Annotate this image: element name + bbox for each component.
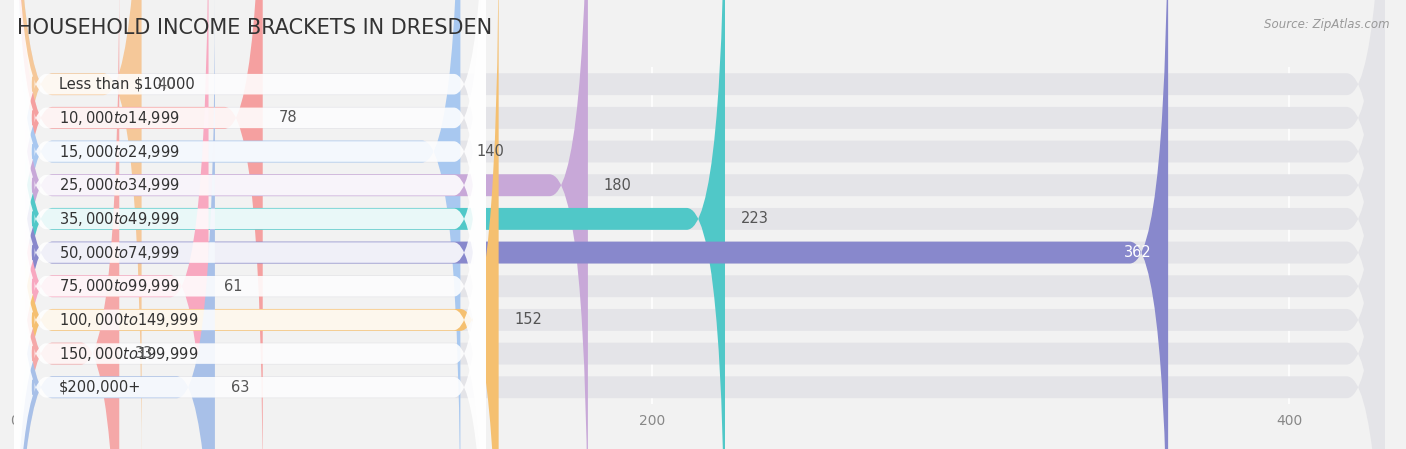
FancyBboxPatch shape [14, 0, 725, 449]
FancyBboxPatch shape [14, 0, 486, 449]
Text: $200,000+: $200,000+ [59, 380, 141, 395]
Text: 152: 152 [515, 313, 543, 327]
FancyBboxPatch shape [14, 0, 1385, 449]
FancyBboxPatch shape [14, 0, 1385, 449]
FancyBboxPatch shape [14, 0, 263, 449]
Text: 362: 362 [1125, 245, 1152, 260]
FancyBboxPatch shape [14, 0, 460, 449]
FancyBboxPatch shape [14, 0, 1385, 449]
Text: 33: 33 [135, 346, 153, 361]
Text: 40: 40 [157, 77, 176, 92]
FancyBboxPatch shape [14, 0, 486, 449]
Text: $100,000 to $149,999: $100,000 to $149,999 [59, 311, 198, 329]
Text: $50,000 to $74,999: $50,000 to $74,999 [59, 243, 180, 262]
Text: $15,000 to $24,999: $15,000 to $24,999 [59, 142, 180, 161]
FancyBboxPatch shape [14, 27, 486, 449]
FancyBboxPatch shape [14, 0, 486, 449]
FancyBboxPatch shape [14, 0, 208, 449]
Text: $35,000 to $49,999: $35,000 to $49,999 [59, 210, 180, 228]
FancyBboxPatch shape [14, 0, 1385, 449]
FancyBboxPatch shape [14, 0, 1385, 449]
FancyBboxPatch shape [14, 0, 486, 445]
FancyBboxPatch shape [14, 0, 1168, 449]
Text: 78: 78 [278, 110, 297, 125]
FancyBboxPatch shape [14, 0, 588, 449]
FancyBboxPatch shape [14, 0, 215, 449]
Text: $25,000 to $34,999: $25,000 to $34,999 [59, 176, 180, 194]
Text: 180: 180 [603, 178, 631, 193]
FancyBboxPatch shape [14, 0, 486, 449]
FancyBboxPatch shape [14, 0, 1385, 449]
Text: Less than $10,000: Less than $10,000 [59, 77, 194, 92]
Text: 140: 140 [477, 144, 505, 159]
FancyBboxPatch shape [14, 0, 1385, 449]
FancyBboxPatch shape [14, 0, 1385, 449]
FancyBboxPatch shape [14, 0, 1385, 449]
FancyBboxPatch shape [14, 0, 499, 449]
FancyBboxPatch shape [14, 0, 486, 449]
Text: 61: 61 [225, 279, 243, 294]
FancyBboxPatch shape [14, 0, 486, 411]
Text: Source: ZipAtlas.com: Source: ZipAtlas.com [1264, 18, 1389, 31]
Text: $75,000 to $99,999: $75,000 to $99,999 [59, 277, 180, 295]
Text: $10,000 to $14,999: $10,000 to $14,999 [59, 109, 180, 127]
FancyBboxPatch shape [14, 61, 486, 449]
Text: HOUSEHOLD INCOME BRACKETS IN DRESDEN: HOUSEHOLD INCOME BRACKETS IN DRESDEN [17, 18, 492, 38]
FancyBboxPatch shape [14, 0, 142, 449]
FancyBboxPatch shape [14, 0, 1385, 449]
FancyBboxPatch shape [14, 0, 486, 449]
FancyBboxPatch shape [14, 0, 120, 449]
Text: 223: 223 [741, 211, 769, 226]
Text: 63: 63 [231, 380, 249, 395]
Text: $150,000 to $199,999: $150,000 to $199,999 [59, 344, 198, 363]
